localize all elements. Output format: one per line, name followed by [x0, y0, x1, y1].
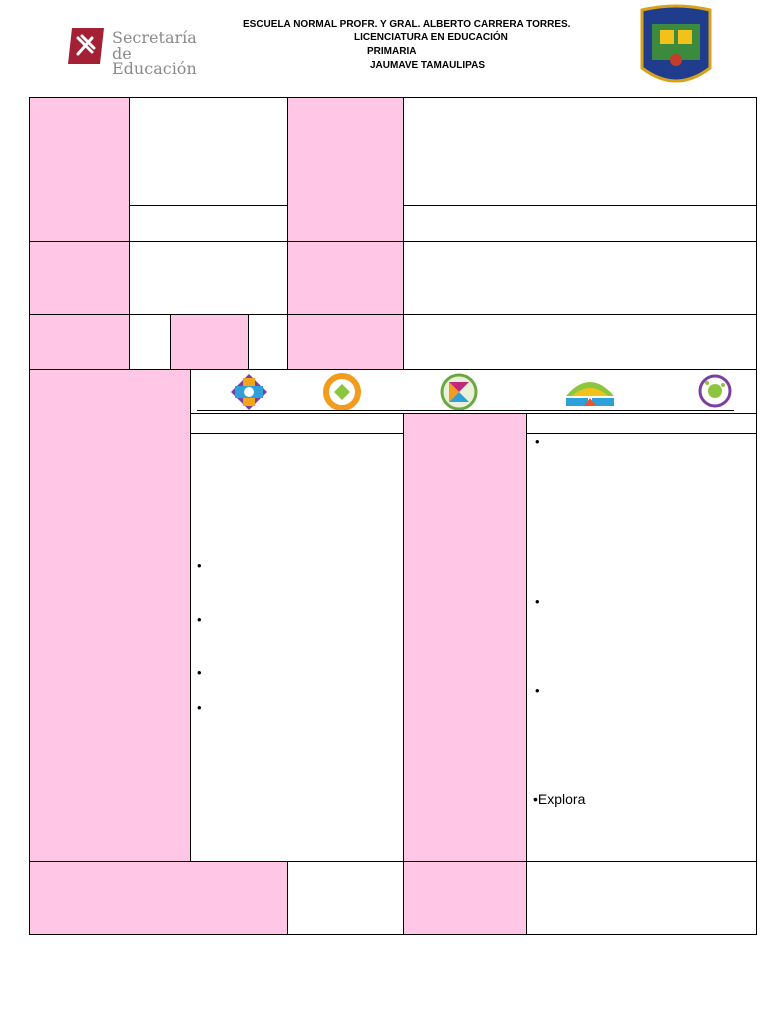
- white-cell-left-header: [190, 413, 404, 434]
- pink-cell-big-left: [29, 369, 191, 862]
- school-crest-icon: [640, 4, 712, 83]
- white-cell-r1-c2-top: [129, 97, 288, 206]
- right-bullet-1: •: [535, 434, 540, 449]
- rainbow-arc-icon: [566, 382, 614, 406]
- left-bullet-2: •: [197, 612, 202, 627]
- white-cell-r1-c4-top: [403, 97, 757, 206]
- white-cell-r3-c6: [403, 314, 757, 370]
- white-cell-right-header: [526, 413, 757, 434]
- pink-cell-r1-c3: [287, 97, 404, 242]
- left-bullet-4: •: [197, 700, 202, 715]
- white-cell-bottom-4: [526, 861, 757, 935]
- logo-line-1: Secretaría: [112, 28, 197, 47]
- white-cell-bottom-2: [287, 861, 404, 935]
- orange-ring-icon: [323, 373, 361, 411]
- hourglass-circle-icon: [440, 373, 478, 411]
- header-line-4: JAUMAVE TAMAULIPAS: [370, 60, 485, 71]
- icons-strip: [190, 369, 757, 414]
- pink-cell-r1-c1: [29, 97, 130, 242]
- explora-text: •Explora: [533, 791, 586, 807]
- right-bullet-3: •: [535, 683, 540, 698]
- pink-cell-r3-c5: [287, 314, 404, 370]
- white-cell-r3-c4: [248, 314, 288, 370]
- white-cell-r2-c4: [403, 241, 757, 315]
- pink-cell-r3-c1: [29, 314, 130, 370]
- left-bullet-3: •: [197, 665, 202, 680]
- header-line-2: LICENCIATURA EN EDUCACIÓN: [354, 32, 508, 43]
- right-bullet-2: •: [535, 594, 540, 609]
- pink-cell-bottom-3: [403, 861, 527, 935]
- white-cell-left-content: [190, 433, 404, 862]
- header-line-3: PRIMARIA: [367, 46, 417, 57]
- cross-diamond-icon: [231, 374, 267, 410]
- icons-divider-line: [197, 410, 734, 411]
- splash-circle-icon: [698, 374, 732, 408]
- left-bullet-1: •: [197, 558, 202, 573]
- header-line-1: ESCUELA NORMAL PROFR. Y GRAL. ALBERTO CA…: [243, 19, 571, 30]
- pink-cell-middle: [403, 413, 527, 862]
- pink-cell-r2-c1: [29, 241, 130, 315]
- pink-cell-r2-c3: [287, 241, 404, 315]
- pink-cell-r3-c3: [170, 314, 249, 370]
- white-cell-r3-c2: [129, 314, 171, 370]
- white-cell-r1-c2-bottom: [129, 205, 288, 242]
- secretaria-logo: Secretaría de Educación: [64, 24, 214, 77]
- white-cell-r2-c2: [129, 241, 288, 315]
- logo-line-2: de Educación: [112, 44, 197, 78]
- pencil-ruler-icon: [68, 28, 104, 64]
- pink-cell-bottom-left: [29, 861, 288, 935]
- white-cell-r1-c4-bottom: [403, 205, 757, 242]
